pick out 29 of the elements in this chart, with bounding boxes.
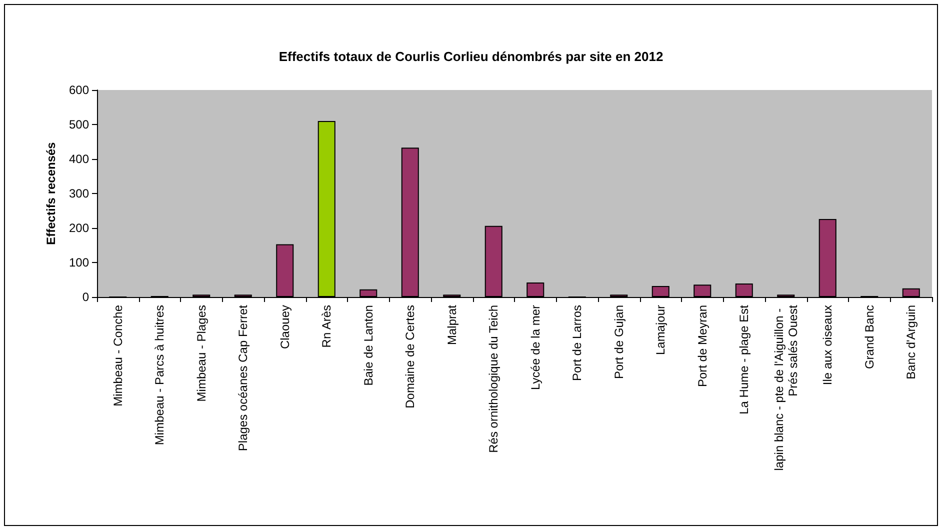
x-tick-label: Mimbeau - Plages — [194, 305, 208, 402]
x-tick-label: Grand Banc — [862, 305, 876, 370]
y-tick-label: 300 — [68, 186, 90, 200]
y-tick-label: 500 — [68, 118, 90, 132]
y-axis-title: Effectifs recensés — [44, 142, 58, 245]
y-tick-label: 200 — [68, 221, 90, 235]
x-tick-label: lapin blanc - pte de l'Aiguillon - Prés salés Ouest — [772, 304, 800, 471]
x-tick-label: Port de Gujan — [612, 305, 626, 380]
y-tick-label: 100 — [68, 256, 90, 270]
y-tick-label: 400 — [68, 152, 90, 166]
x-tick-label: Lamajour — [654, 305, 668, 356]
x-tick-label: Plages océanes Cap Ferret — [236, 304, 250, 452]
x-tick-label: Domaine de Certes — [403, 305, 418, 408]
x-tick-label: Mimbeau - Conche — [110, 304, 125, 406]
y-tick-label: 0 — [82, 290, 90, 304]
x-tick-label: Port de Meyran — [695, 305, 710, 388]
x-tick-label: Ile aux oiseaux — [820, 305, 835, 386]
x-tick-label: Port de Larros — [570, 305, 584, 382]
y-tick-label: 600 — [68, 83, 90, 97]
x-tick-label: Lycée de la mer — [528, 305, 542, 390]
x-tick-label: Baie de Lanton — [361, 305, 376, 386]
x-tick-label: Claouey — [278, 305, 292, 350]
x-tick-label: Rés ornithologique du Teich — [486, 305, 501, 453]
chart-title: Effectifs totaux de Courlis Corlieu dénombrés par site en 2012 — [278, 49, 664, 64]
x-tick-label: La Hume - plage Est — [737, 304, 752, 414]
x-tick-label: Rn Arès — [320, 305, 334, 348]
x-tick-label: Malprat — [444, 304, 459, 346]
x-tick-label: Banc d'Arguin — [904, 305, 918, 380]
x-tick-label: Mimbeau - Parcs à huitres — [152, 305, 167, 446]
